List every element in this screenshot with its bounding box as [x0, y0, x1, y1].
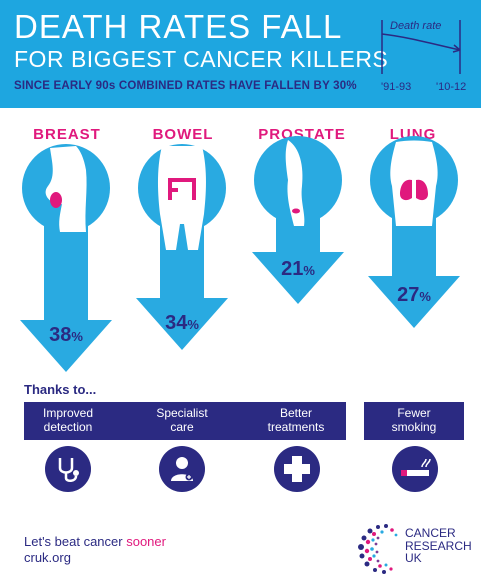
- breast-silhouette-icon: [45, 146, 87, 232]
- mini-chart-end-label: '10-12: [436, 81, 467, 93]
- mini-chart-trend-line: [381, 33, 461, 51]
- cancer-label-bowel: BOWEL: [152, 126, 214, 143]
- arrow-lung: [368, 136, 460, 328]
- reasons-bar-right: [364, 402, 464, 440]
- thanks-heading: Thanks to...: [24, 382, 97, 397]
- fall-percent-bowel: 34%: [165, 312, 199, 334]
- reason-improved-detection: Improved detection: [42, 406, 94, 434]
- prostate-silhouette-icon: [285, 140, 305, 226]
- bowel-silhouette-icon: [158, 146, 206, 250]
- cigarette-icon: [392, 446, 438, 492]
- fall-percent-breast: 38%: [49, 324, 83, 346]
- arrow-bowel: [136, 144, 228, 350]
- cancer-label-prostate: PROSTATE: [258, 126, 346, 143]
- fall-percent-lung: 27%: [397, 284, 431, 306]
- footer-slogan: Let's beat cancer sooner: [24, 534, 166, 549]
- cruk-logo-text: CANCER RESEARCH UK: [405, 526, 472, 565]
- title-line1: DEATH RATES FALL: [14, 8, 343, 45]
- medical-cross-icon: [274, 446, 320, 492]
- mini-chart-label: Death rate: [390, 20, 442, 32]
- footer-url[interactable]: cruk.org: [24, 550, 71, 565]
- lung-silhouette-icon: [390, 140, 438, 226]
- title-line2: FOR BIGGEST CANCER KILLERS: [14, 46, 389, 72]
- cruk-logo-mark-icon: [358, 524, 398, 574]
- mini-chart-arrow-head: [452, 44, 461, 53]
- breast-highlight-icon: [50, 192, 62, 208]
- reasons-bar-left: [24, 402, 346, 440]
- subtitle: SINCE EARLY 90s COMBINED RATES HAVE FALL…: [14, 80, 357, 92]
- cancer-arrows-graphic: [20, 136, 460, 372]
- arrow-prostate: [252, 136, 344, 304]
- fall-percent-prostate: 21%: [281, 258, 315, 280]
- mini-chart-start-label: '91-93: [381, 81, 412, 93]
- cancer-label-breast: BREAST: [33, 126, 101, 143]
- reason-specialist-care: Specialist care: [156, 406, 208, 434]
- header-banner: DEATH RATES FALL FOR BIGGEST CANCER KILL…: [0, 0, 481, 108]
- mini-death-rate-chart: [381, 20, 461, 74]
- reason-better-treatments: Better treatments: [267, 406, 325, 434]
- stethoscope-icon: [45, 446, 91, 492]
- reason-fewer-smoking: Fewer smoking: [391, 406, 437, 434]
- footer-slogan-highlight: sooner: [126, 534, 166, 549]
- arrow-breast: [20, 144, 112, 372]
- lungs-highlight-icon: [400, 179, 428, 201]
- doctor-icon: [159, 446, 205, 492]
- bowel-highlight-icon: [168, 178, 196, 200]
- prostate-highlight-icon: [292, 208, 300, 214]
